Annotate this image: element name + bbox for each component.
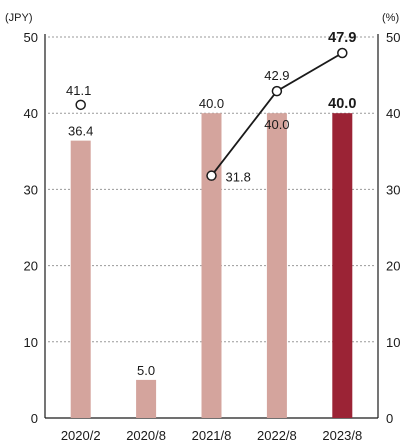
right-tick-label: 10 xyxy=(386,335,400,350)
left-tick-label: 30 xyxy=(24,182,38,197)
line-point xyxy=(206,170,217,181)
right-tick-label: 20 xyxy=(386,259,400,274)
bar xyxy=(266,113,287,418)
left-tick-label: 20 xyxy=(24,259,38,274)
left-tick-label: 40 xyxy=(24,106,38,121)
left-axis-unit: (JPY) xyxy=(5,12,33,24)
left-tick-label: 50 xyxy=(24,30,38,45)
line-point xyxy=(75,99,86,111)
bar-value-label: 40.0 xyxy=(199,96,224,111)
x-tick-label: 2021/8 xyxy=(192,428,232,443)
line-point xyxy=(337,47,348,59)
axes: 0 10 20 30 40 50 0 10 20 30 40 50 2020/2 2020/8 2021/8… xyxy=(24,30,401,443)
left-tick-label: 0 xyxy=(31,411,38,426)
x-tick-label: 2022/8 xyxy=(257,428,297,443)
right-axis-unit: (%) xyxy=(382,12,399,24)
line-value-label: 31.8 xyxy=(226,170,251,185)
data-labels: 36.4 5.0 40.0 40.0 40.0 41.1 31.8 42.9 47.9 xyxy=(66,30,356,378)
bar-series xyxy=(70,113,353,418)
right-tick-label: 0 xyxy=(386,411,393,426)
bar xyxy=(70,140,91,418)
right-tick-label: 40 xyxy=(386,106,400,121)
bar xyxy=(201,113,222,418)
right-tick-label: 50 xyxy=(386,30,400,45)
line-value-label: 41.1 xyxy=(66,83,91,98)
bar-value-label: 40.0 xyxy=(328,96,356,112)
x-tick-label: 2020/2 xyxy=(61,428,101,443)
bar-value-label: 40.0 xyxy=(264,117,289,132)
bar-value-label: 36.4 xyxy=(68,124,93,139)
bar xyxy=(332,113,353,418)
line-series xyxy=(75,47,348,181)
x-tick-label: 2020/8 xyxy=(126,428,166,443)
line-value-label: 42.9 xyxy=(264,68,289,83)
line-value-label: 47.9 xyxy=(328,30,356,46)
right-tick-label: 30 xyxy=(386,182,400,197)
x-tick-label: 2023/8 xyxy=(322,428,362,443)
grid-lines xyxy=(48,36,375,343)
left-tick-label: 10 xyxy=(24,335,38,350)
bar-value-label: 5.0 xyxy=(137,363,155,378)
bar xyxy=(136,379,157,418)
line-point xyxy=(271,85,283,97)
